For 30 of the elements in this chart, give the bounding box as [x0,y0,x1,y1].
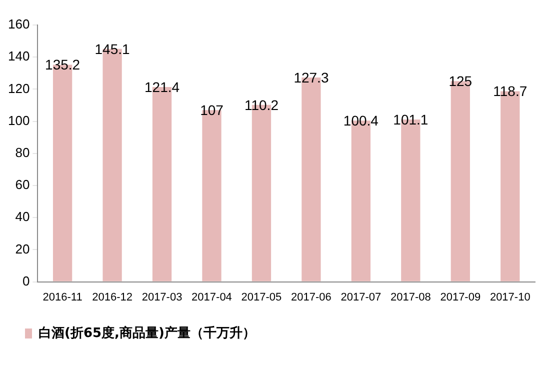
data-label: 135.2 [45,56,80,73]
x-tick-label: 2017-06 [291,291,332,304]
data-label: 121.4 [144,78,180,95]
x-tick-label: 2017-04 [192,291,232,304]
x-tick-label: 2017-03 [142,291,182,304]
y-tick-label: 40 [15,209,30,224]
x-tick-label: 2017-08 [390,291,431,304]
x-tick-label: 2016-12 [92,291,132,304]
y-tick-label: 80 [15,144,30,160]
data-label: 107 [200,102,224,118]
x-tick-label: 2017-07 [340,291,382,304]
data-label: 125 [448,73,472,90]
data-label: 100.4 [343,112,379,129]
x-tick-label: 2017-05 [241,291,282,304]
y-tick-label: 60 [15,177,30,192]
y-tick-label: 100 [8,112,30,128]
legend-label: 白酒(折65度,商品量)产量（千万升） [38,324,256,341]
x-tick-label: 2017-10 [490,291,530,304]
data-label: 110.2 [244,96,279,113]
x-tick-label: 2016-11 [42,291,82,304]
data-label: 145.1 [94,40,130,57]
data-label: 127.3 [294,69,329,86]
x-tick-label: 2017-09 [440,291,481,304]
y-tick-label: 160 [8,16,30,32]
y-tick-label: 0 [22,273,30,288]
y-tick-label: 140 [8,48,30,64]
y-tick-label: 20 [15,241,30,256]
y-tick-label: 120 [8,80,30,96]
data-label: 101.1 [393,111,428,128]
data-label: 118.7 [493,83,528,100]
